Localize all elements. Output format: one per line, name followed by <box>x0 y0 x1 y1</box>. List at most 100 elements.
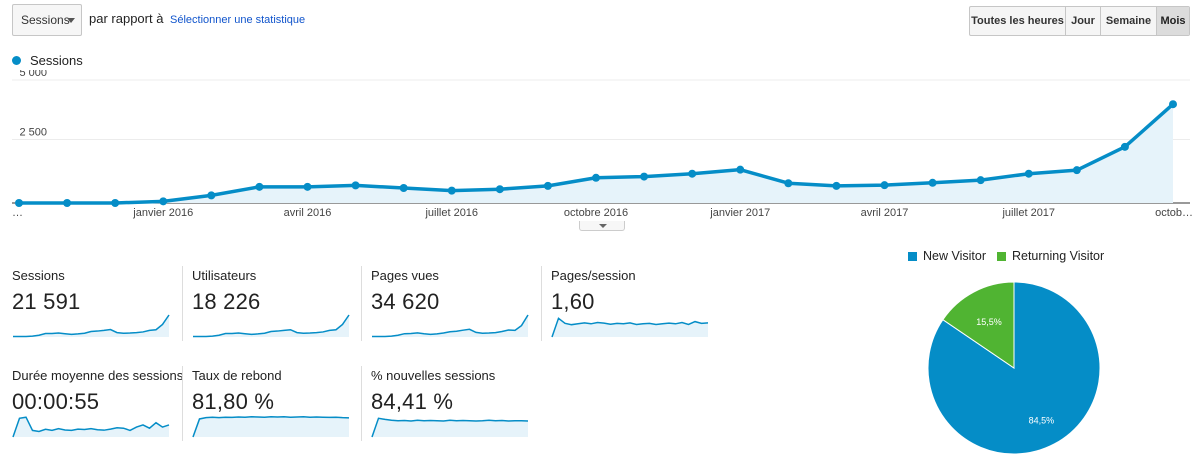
data-point[interactable] <box>399 184 408 193</box>
kpi-label: Durée moyenne des sessions <box>12 368 184 383</box>
data-point[interactable] <box>111 199 120 207</box>
pie-slice-label: 84,5% <box>1029 416 1055 426</box>
period-label: Mois <box>1160 15 1186 27</box>
series-area <box>19 104 1173 203</box>
data-point[interactable] <box>1072 166 1081 175</box>
legend-swatch <box>908 251 917 261</box>
kpi-sparkline <box>372 314 529 338</box>
period-month-button[interactable]: Mois <box>1157 7 1189 35</box>
kpi-value: 34 620 <box>371 289 440 314</box>
data-point[interactable] <box>784 179 793 188</box>
kpi-label: % nouvelles sessions <box>371 368 496 383</box>
x-tick-label: octob… <box>1155 207 1193 219</box>
series-dot <box>12 56 21 65</box>
chart-collapse-handle[interactable] <box>579 221 625 231</box>
x-tick-label: janvier 2016 <box>132 207 193 219</box>
kpi-new-sessions[interactable]: % nouvelles sessions 84,41 % <box>361 366 531 441</box>
data-point[interactable] <box>832 181 841 190</box>
sparkline-area <box>372 418 528 437</box>
data-point[interactable] <box>495 185 504 194</box>
kpi-value: 21 591 <box>12 289 81 314</box>
kpi-pageviews[interactable]: Pages vues 34 620 <box>361 266 531 341</box>
compare-label: par rapport à <box>89 11 164 26</box>
y-tick-label: 5 000 <box>19 70 47 79</box>
kpi-sparkline <box>12 416 170 438</box>
legend-label: New Visitor <box>923 249 986 263</box>
x-tick-label: … <box>12 207 23 219</box>
kpi-value: 18 226 <box>192 289 261 314</box>
sparkline-line <box>372 314 529 338</box>
legend-swatch <box>996 251 1006 261</box>
kpi-users[interactable]: Utilisateurs 18 226 <box>182 266 352 341</box>
kpi-sessions[interactable]: Sessions 21 591 <box>12 266 182 341</box>
data-point[interactable] <box>447 186 456 195</box>
pie-slice-label: 15,5% <box>976 317 1002 327</box>
data-point[interactable] <box>207 191 216 200</box>
data-point[interactable] <box>255 182 264 191</box>
pie-slice[interactable] <box>942 281 1015 369</box>
period-label: Semaine <box>1105 15 1152 27</box>
sessions-line-chart: 5 000 2 500 … janvier 2016 avril 2016 juillet… <box>12 70 1193 219</box>
y-tick-label: 2 500 <box>19 127 47 139</box>
legend-label: Returning Visitor <box>1011 249 1105 263</box>
sparkline-line <box>551 317 709 338</box>
pie-legend: New Visitor Returning Visitor <box>908 249 1115 263</box>
data-point[interactable] <box>543 181 552 190</box>
kpi-sparkline <box>192 416 350 438</box>
sparkline-line <box>193 314 350 338</box>
kpi-label: Sessions <box>12 268 65 283</box>
metric-select[interactable]: Sessions <box>12 4 82 36</box>
chevron-down-icon <box>67 18 75 23</box>
period-label: Toutes les heures <box>971 15 1064 27</box>
sparkline-line <box>192 416 350 438</box>
kpi-label: Pages vues <box>371 268 439 283</box>
period-day-button[interactable]: Jour <box>1066 7 1101 35</box>
kpi-bounce-rate[interactable]: Taux de rebond 81,80 % <box>182 366 352 441</box>
data-point[interactable] <box>736 165 745 174</box>
x-tick-label: avril 2016 <box>284 207 332 219</box>
data-point[interactable] <box>880 181 889 190</box>
data-point[interactable] <box>63 199 72 207</box>
x-tick-label: octobre 2016 <box>564 207 628 219</box>
period-week-button[interactable]: Semaine <box>1101 7 1157 35</box>
sparkline-line <box>13 314 170 338</box>
kpi-value: 00:00:55 <box>12 389 100 414</box>
x-tick-label: avril 2017 <box>861 207 909 219</box>
kpi-sparkline <box>193 314 350 338</box>
kpi-value: 84,41 % <box>371 389 454 414</box>
data-point[interactable] <box>303 182 312 191</box>
kpi-sparkline <box>551 317 709 338</box>
sparkline-area <box>13 315 169 337</box>
data-point[interactable] <box>15 199 23 207</box>
kpi-pages-per-session[interactable]: Pages/session 1,60 <box>541 266 711 341</box>
pie-legend-new-visitor[interactable]: New Visitor <box>908 249 986 263</box>
chart-legend: Sessions <box>12 53 83 68</box>
kpi-value: 81,80 % <box>192 389 275 414</box>
pie-legend-returning-visitor[interactable]: Returning Visitor <box>996 249 1105 263</box>
data-point[interactable] <box>688 169 697 178</box>
data-point[interactable] <box>351 181 360 190</box>
data-point[interactable] <box>1024 169 1033 178</box>
sparkline-area <box>552 318 708 337</box>
data-point[interactable] <box>159 197 168 206</box>
sparkline-area <box>372 315 528 337</box>
period-label: Jour <box>1071 15 1095 27</box>
data-point[interactable] <box>640 172 649 181</box>
sparkline-area <box>193 315 349 337</box>
kpi-avg-session-duration[interactable]: Durée moyenne des sessions 00:00:55 <box>12 366 184 441</box>
visitor-type-pie-chart: 84,5% 15,5% <box>927 281 1101 455</box>
kpi-value: 1,60 <box>551 289 595 314</box>
kpi-sparkline <box>371 417 529 438</box>
data-point[interactable] <box>1120 142 1129 151</box>
x-tick-label: juillet 2017 <box>1001 207 1055 219</box>
data-point[interactable] <box>976 176 985 185</box>
select-stat-link[interactable]: Sélectionner une statistique <box>170 14 306 26</box>
data-point[interactable] <box>928 178 937 187</box>
sparkline-area <box>193 416 349 437</box>
data-point[interactable] <box>592 173 600 182</box>
period-hourly-button[interactable]: Toutes les heures <box>970 7 1066 35</box>
data-point[interactable] <box>1169 100 1177 109</box>
period-selector: Toutes les heures Jour Semaine Mois <box>969 6 1190 36</box>
kpi-sparkline <box>13 314 170 338</box>
x-tick-label: janvier 2017 <box>709 207 770 219</box>
